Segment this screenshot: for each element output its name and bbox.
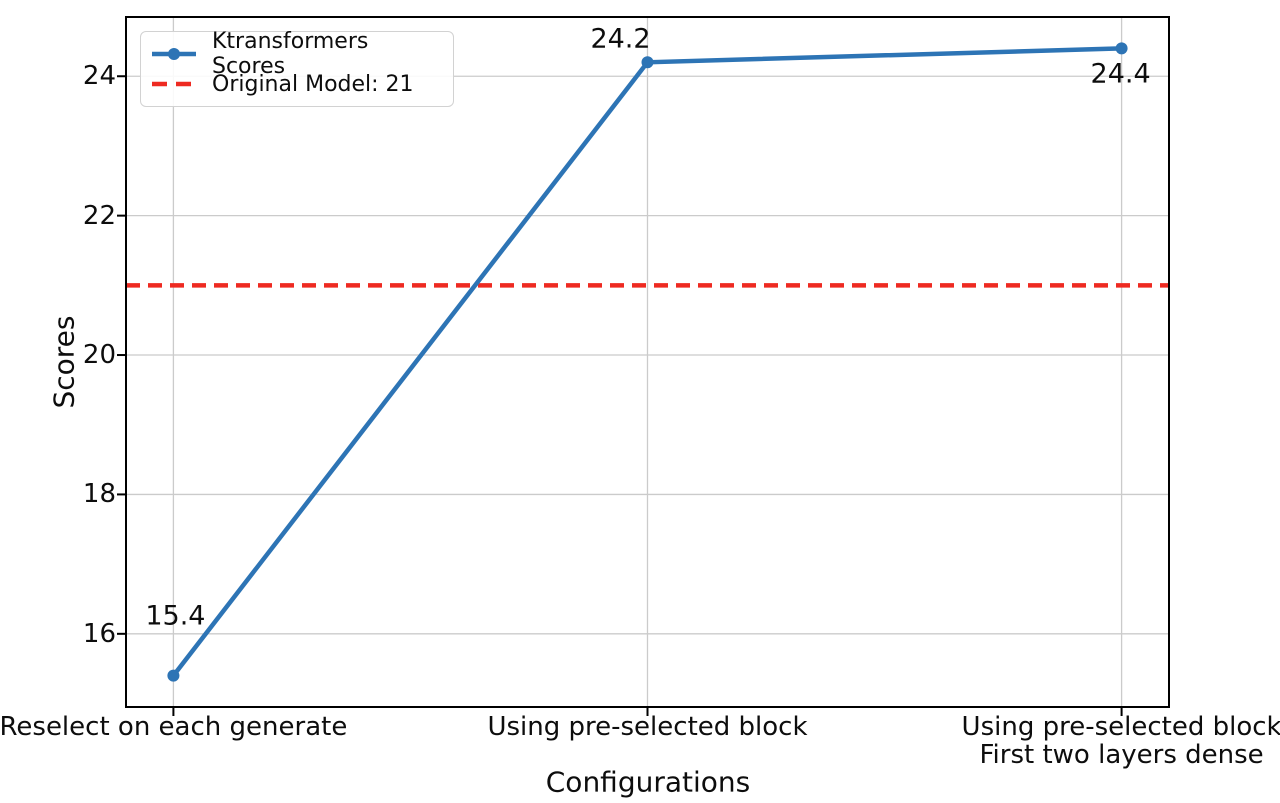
x-axis-label: Configurations	[545, 765, 751, 799]
data-point-marker	[1115, 42, 1128, 55]
data-point-marker	[167, 669, 180, 682]
legend: Ktransformers Scores Original Model: 21	[140, 29, 454, 107]
legend-line-sample-icon	[152, 48, 196, 60]
point-label: 24.4	[1090, 58, 1151, 90]
legend-item-series: Ktransformers Scores	[150, 29, 443, 79]
point-label: 15.4	[145, 600, 206, 632]
y-tick-label: 16	[82, 618, 116, 649]
legend-dashed-sample-icon	[152, 81, 196, 87]
y-tick-label: 22	[82, 200, 116, 231]
legend-reference-label: Original Model: 21	[212, 71, 414, 97]
point-label: 24.2	[590, 23, 651, 55]
y-axis-label: Scores	[47, 315, 81, 409]
x-tick-label: Reselect on each generate	[0, 712, 348, 742]
x-tick-label: Using pre-selected block	[487, 712, 808, 742]
legend-series-label: Ktransformers Scores	[212, 29, 369, 79]
y-tick-label: 18	[82, 479, 116, 510]
y-tick-label: 24	[82, 61, 116, 92]
x-tick-label: Using pre-selected block First two layer…	[961, 712, 1280, 771]
data-point-marker	[641, 56, 654, 69]
y-tick-label: 20	[82, 340, 116, 371]
legend-item-reference: Original Model: 21	[150, 69, 443, 99]
